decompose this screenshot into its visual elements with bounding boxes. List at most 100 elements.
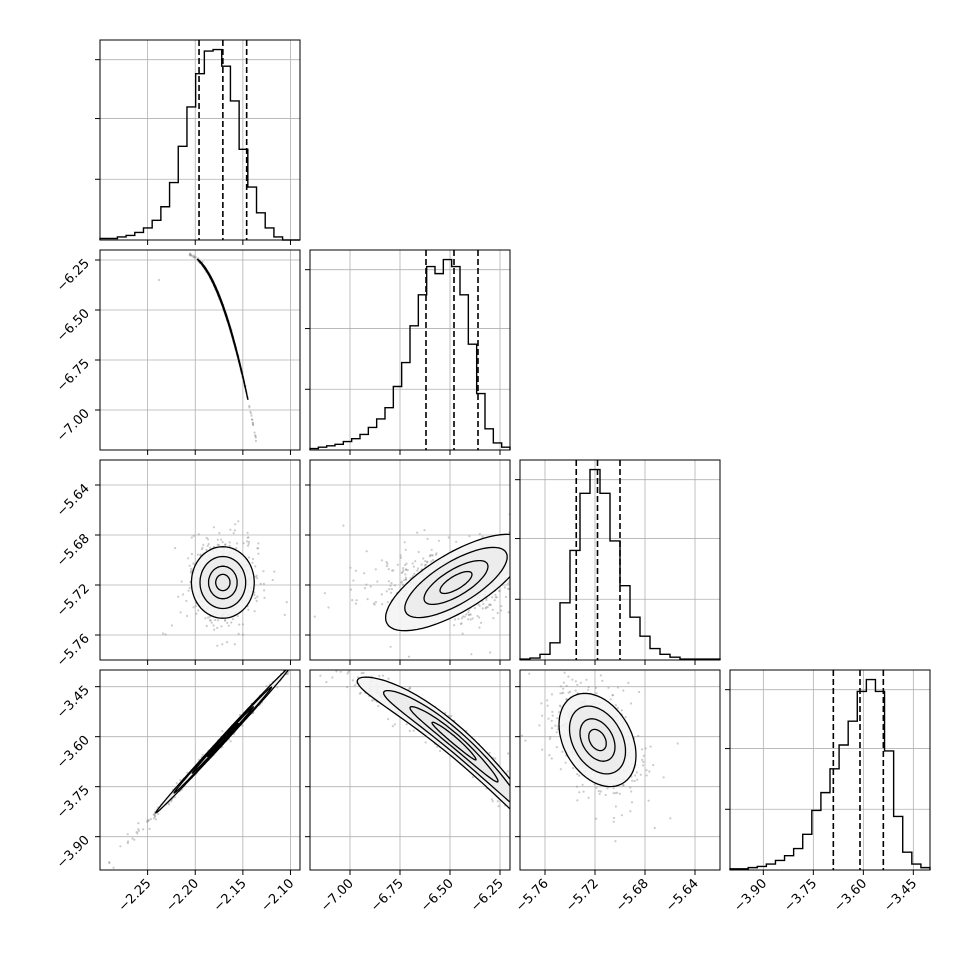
sample-point [468,535,471,538]
sample-point [179,611,182,614]
sample-point [412,565,415,568]
contour-line [173,686,273,794]
sample-point [537,608,539,610]
sample-point [404,568,408,571]
sample-point [263,596,266,600]
sample-point [460,622,463,625]
sample-point [514,791,516,793]
sample-point [249,410,252,413]
sample-point [591,909,593,911]
sample-point [405,723,408,726]
panel-frame [99,39,301,241]
sample-point [199,670,201,672]
sample-point [387,677,390,680]
sample-point [100,878,102,880]
sample-point [263,480,265,482]
sample-point [507,582,510,585]
sample-point [562,687,565,690]
panel-frame [309,249,511,451]
sample-point [493,599,496,602]
sample-point [511,612,513,614]
sample-point [205,548,208,552]
sample-point [385,667,387,669]
sample-point [247,536,250,539]
sample-point [188,252,192,256]
scatter-panel-6 [515,669,721,875]
sample-point [537,594,539,596]
sample-point [431,554,434,557]
sample-point [207,542,210,546]
sample-point [515,810,517,812]
sample-point [412,729,415,732]
sample-point [514,577,516,579]
sample-point [246,544,250,547]
sample-point [126,833,129,836]
sample-point [402,569,405,572]
sample-point [145,820,149,823]
sample-point [223,619,227,622]
sample-point [426,561,429,564]
sample-point [263,589,266,592]
sample-point [454,618,457,621]
sample-point [313,615,316,618]
sample-point [248,540,251,543]
sample-point [436,745,439,748]
sample-point [247,542,250,545]
sample-point [540,847,542,849]
histogram-bars [729,678,931,870]
sample-point [220,625,223,628]
contour-line [199,555,247,610]
sample-point [571,767,575,770]
sample-point [408,686,411,689]
sample-point [192,534,195,538]
sample-point [516,797,518,799]
contour-line [423,559,489,606]
sample-point [242,542,245,545]
sample-point [324,626,326,628]
sample-point [512,544,514,546]
sample-point [469,618,472,621]
sample-point [374,568,377,571]
sample-point [526,816,528,818]
sample-point [293,667,295,669]
sample-point [471,617,474,620]
sample-point [470,653,473,656]
sample-point [611,694,614,697]
sample-point [304,649,306,651]
sample-point [491,800,494,803]
sample-point [190,254,193,257]
sample-point [403,579,406,582]
sample-point [352,595,354,597]
sample-point [447,536,450,539]
sample-point [459,622,462,626]
density-fill [357,677,510,809]
sample-point [192,255,195,258]
sample-point [437,539,440,542]
sample-point [641,748,644,751]
sample-point [511,792,513,794]
sample-point [513,787,515,789]
sample-point [582,862,584,864]
sample-point [372,602,376,605]
sample-point [197,609,200,612]
sample-point [221,541,224,544]
sample-point [532,570,534,572]
sample-point [594,922,596,924]
sample-point [434,668,436,670]
sample-point [564,848,566,850]
sample-point [226,621,229,625]
sample-point [221,643,224,646]
sample-point [567,691,570,694]
sample-point [251,557,255,561]
sample-point [539,834,541,836]
sample-point [377,705,380,708]
sample-point [500,605,503,608]
sample-point [154,818,157,821]
sample-point [404,576,407,579]
sample-point [292,665,294,667]
sample-point [516,802,518,804]
sample-point [528,801,530,803]
sample-point [522,794,524,796]
sample-point [208,615,212,618]
sample-point [404,573,407,576]
